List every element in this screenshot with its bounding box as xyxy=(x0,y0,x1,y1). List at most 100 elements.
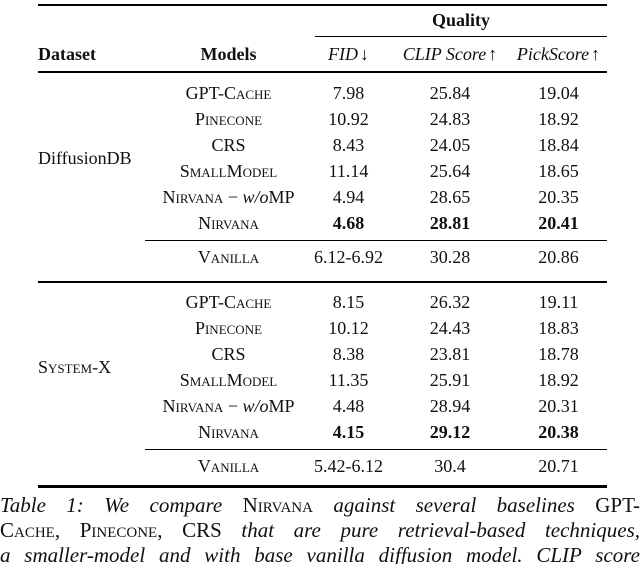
fid-cell: 4.48 xyxy=(332,395,365,416)
model-name: CRS xyxy=(211,343,246,364)
pick-cell: 20.86 xyxy=(538,246,579,267)
clip-cell: 24.43 xyxy=(429,317,471,338)
model-cell: Vanilla xyxy=(150,247,307,268)
minus-sign: − xyxy=(223,395,243,416)
model-name: CRS xyxy=(211,134,246,155)
model-rows: GPT-Cache 8.15 26.32 19.11 Pinecone 10.1… xyxy=(38,283,607,445)
col-header-dataset: Dataset xyxy=(38,43,96,64)
col-header-pickscore: PickScore ↑ xyxy=(510,44,607,65)
caption-line: Table 1: We compare Nirvana against seve… xyxy=(0,493,640,518)
caption-smallcaps: Nirvana xyxy=(242,492,313,517)
dataset-block-system-x: System-X GPT-Cache 8.15 26.32 19.11 Pine… xyxy=(38,283,607,479)
model-name: Nirvana xyxy=(162,395,224,416)
col-header-clip-score: CLIP Score ↑ xyxy=(390,44,510,65)
model-cell: Pinecone xyxy=(150,318,307,339)
dataset-block-diffusiondb: DiffusionDB GPT-Cache 7.98 25.84 19.04 P… xyxy=(38,73,607,270)
caption-text: against several baselines xyxy=(312,492,596,517)
model-name: SmallModel xyxy=(179,369,278,390)
col-header-models: Models xyxy=(200,43,257,64)
col-header-fid: FID ↓ xyxy=(307,44,390,65)
model-name: SmallModel xyxy=(179,160,278,181)
table-row-best: Nirvana 4.68 28.81 20.41 xyxy=(38,210,607,236)
fid-cell: 8.38 xyxy=(332,343,365,364)
column-header-row: Dataset Models FID ↓ CLIP Score ↑ PickScor… xyxy=(38,37,607,71)
mp-suffix: MP xyxy=(268,395,295,416)
fid-cell: 7.98 xyxy=(332,82,365,103)
table-row: CRS 8.38 23.81 18.78 xyxy=(38,341,607,367)
model-cell: Nirvana − w/oMP xyxy=(150,187,307,208)
col-header-fid-label: FID xyxy=(328,43,358,64)
fid-cell: 10.92 xyxy=(328,108,369,129)
quality-group-header-row: Quality xyxy=(38,6,607,37)
down-arrow-icon: ↓ xyxy=(360,43,369,64)
table-row: SmallModel 11.35 25.91 18.92 xyxy=(38,367,607,393)
fid-cell: 4.94 xyxy=(332,186,365,207)
clip-cell: 29.12 xyxy=(429,421,471,442)
up-arrow-icon: ↑ xyxy=(591,43,601,64)
wo-suffix: w/o xyxy=(242,395,269,416)
model-rows: GPT-Cache 7.98 25.84 19.04 Pinecone 10.9… xyxy=(38,73,607,236)
table-row-vanilla: Vanilla 6.12-6.92 30.28 20.86 xyxy=(38,244,607,270)
table-row: SmallModel 11.14 25.64 18.65 xyxy=(38,158,607,184)
mp-suffix: MP xyxy=(268,186,295,207)
pick-cell: 18.84 xyxy=(538,134,579,155)
model-cell: Pinecone xyxy=(150,109,307,130)
pick-cell: 20.31 xyxy=(538,395,579,416)
fid-cell: 6.12-6.92 xyxy=(314,246,383,267)
up-arrow-icon: ↑ xyxy=(488,43,498,64)
paper-table-figure: Quality Dataset Models FID ↓ CLIP Score ↑ … xyxy=(0,4,640,564)
col-header-clip-label: CLIP Score xyxy=(402,43,487,64)
col-header-pick-label: PickScore xyxy=(516,43,590,64)
model-cell: Nirvana xyxy=(150,422,307,443)
model-name: Nirvana xyxy=(162,186,224,207)
clip-cell: 28.81 xyxy=(429,212,471,233)
table-rule-vanilla xyxy=(145,449,607,451)
caption-text: Table 1: We compare xyxy=(0,492,243,517)
caption-text: a smaller-model and with base vanilla di… xyxy=(0,542,640,564)
table-row: GPT-Cache 7.98 25.84 19.04 xyxy=(38,80,607,106)
fid-cell: 11.35 xyxy=(328,369,369,390)
pick-cell: 18.92 xyxy=(538,369,579,390)
model-name: Nirvana xyxy=(198,421,259,442)
model-cell: Nirvana xyxy=(150,213,307,234)
fid-cell: 4.15 xyxy=(332,421,365,442)
quality-group-header: Quality xyxy=(315,6,607,37)
table-row: Nirvana − w/oMP 4.48 28.94 20.31 xyxy=(38,393,607,419)
model-name: Pinecone xyxy=(194,317,263,338)
model-cell: Nirvana − w/oMP xyxy=(150,396,307,417)
table-row: Nirvana − w/oMP 4.94 28.65 20.35 xyxy=(38,184,607,210)
dataset-label-diffusiondb: DiffusionDB xyxy=(38,148,132,168)
pick-cell: 19.04 xyxy=(538,82,579,103)
results-table: Quality Dataset Models FID ↓ CLIP Score ↑ … xyxy=(38,4,607,488)
pick-cell: 19.11 xyxy=(538,291,579,312)
minus-sign: − xyxy=(223,186,243,207)
caption-smallcaps: Cache, Pinecone, CRS xyxy=(0,517,222,542)
pick-cell: 20.35 xyxy=(538,186,579,207)
pick-cell: 18.83 xyxy=(538,317,579,338)
model-cell: GPT-Cache xyxy=(150,292,307,313)
clip-cell: 28.94 xyxy=(429,395,471,416)
model-cell: SmallModel xyxy=(150,161,307,182)
model-name: Vanilla xyxy=(197,246,260,267)
pick-cell: 20.41 xyxy=(538,212,579,233)
table-row: Pinecone 10.92 24.83 18.92 xyxy=(38,106,607,132)
pick-cell: 18.92 xyxy=(538,108,579,129)
clip-cell: 30.28 xyxy=(429,246,471,267)
model-cell: SmallModel xyxy=(150,370,307,391)
clip-cell: 25.91 xyxy=(429,369,471,390)
table-row-vanilla: Vanilla 5.42-6.12 30.4 20.71 xyxy=(38,453,607,479)
clip-cell: 30.4 xyxy=(434,455,466,476)
pick-cell: 18.65 xyxy=(538,160,579,181)
table-rule-bottom xyxy=(38,485,607,488)
caption-line: a smaller-model and with base vanilla di… xyxy=(0,543,640,564)
fid-cell: 11.14 xyxy=(328,160,369,181)
pick-cell: 18.78 xyxy=(538,343,579,364)
model-name: Nirvana xyxy=(198,212,259,233)
fid-cell: 5.42-6.12 xyxy=(314,455,383,476)
fid-cell: 8.15 xyxy=(332,291,365,312)
model-cell: GPT-Cache xyxy=(150,83,307,104)
clip-cell: 26.32 xyxy=(429,291,471,312)
caption-line: Cache, Pinecone, CRS that are pure retri… xyxy=(0,518,640,543)
pick-cell: 20.71 xyxy=(538,455,579,476)
table-rule-top xyxy=(38,4,607,6)
